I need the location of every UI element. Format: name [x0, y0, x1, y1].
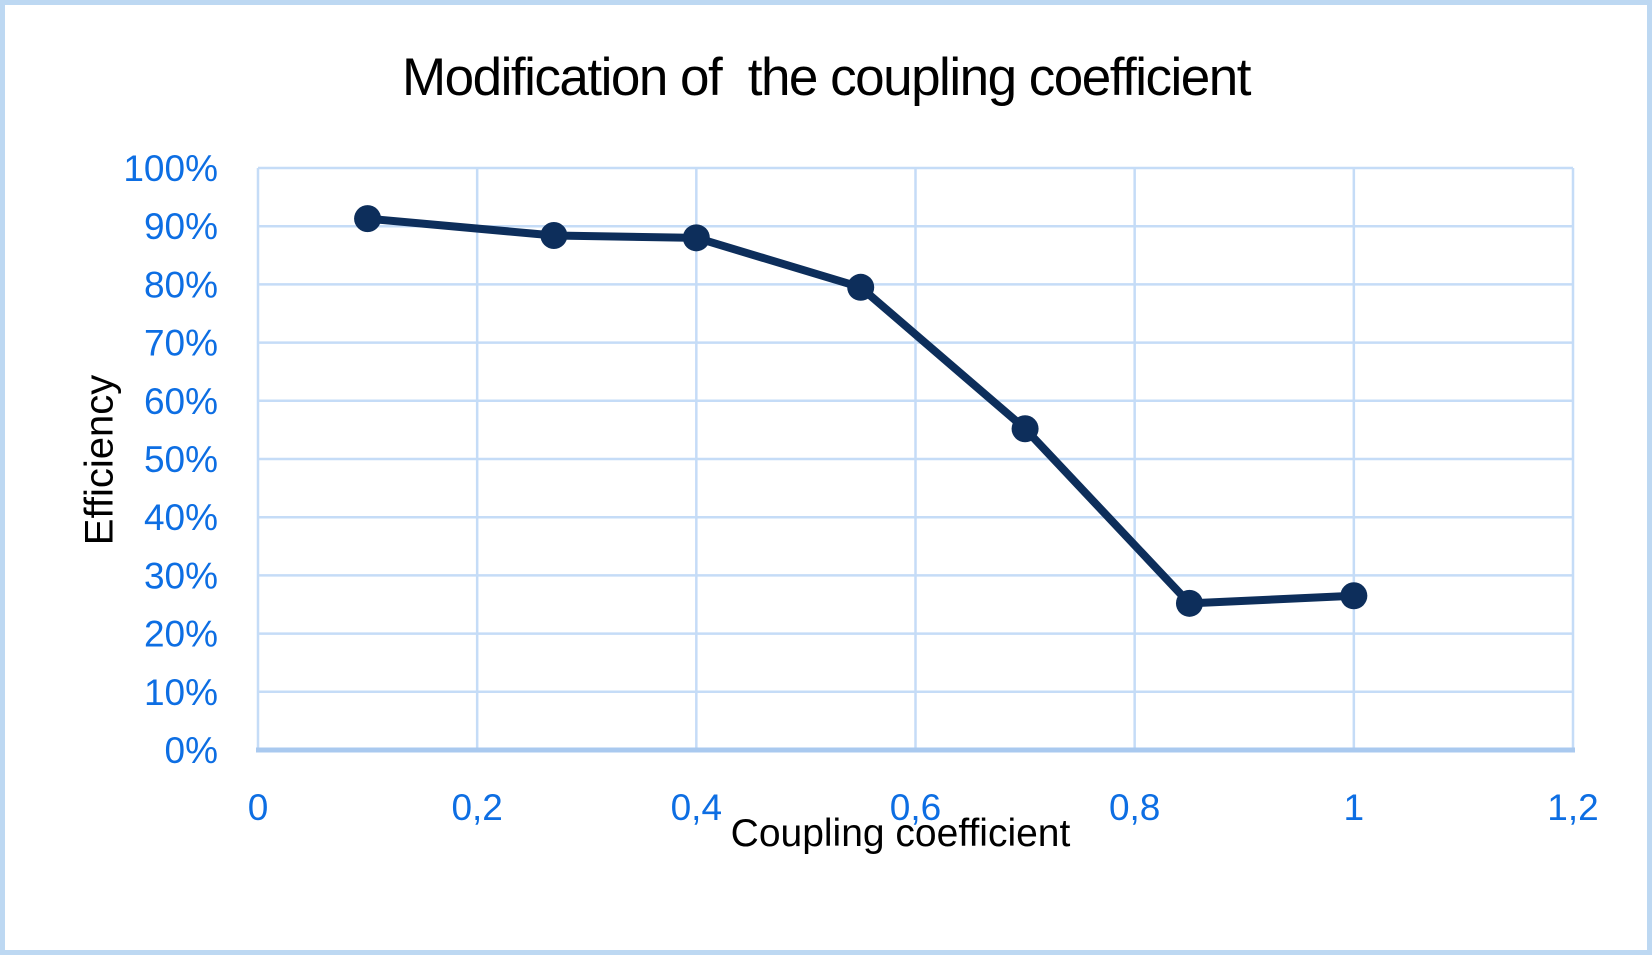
- x-tick-label: 1,2: [1547, 787, 1598, 828]
- x-tick-label: 1: [1344, 787, 1365, 828]
- y-tick-label: 60%: [144, 381, 218, 422]
- x-tick-label: 0,4: [671, 787, 722, 828]
- data-point-marker: [1175, 589, 1203, 617]
- y-tick-label: 70%: [144, 323, 218, 364]
- chart-title: Modification of the coupling coefficient: [402, 48, 1251, 107]
- y-tick-label: 90%: [144, 206, 218, 247]
- x-tick-label: 0,8: [1109, 787, 1160, 828]
- data-point-marker: [1340, 582, 1368, 610]
- data-point-marker: [540, 222, 568, 250]
- x-axis-title: Coupling coefficient: [730, 812, 1071, 855]
- y-tick-label: 10%: [144, 672, 218, 713]
- x-tick-label: 0,2: [451, 787, 502, 828]
- data-point-marker: [1011, 415, 1039, 443]
- y-tick-label: 20%: [144, 614, 218, 655]
- x-tick-label: 0: [248, 787, 269, 828]
- y-tick-label: 100%: [123, 148, 218, 189]
- data-point-marker: [354, 205, 382, 233]
- data-point-marker: [847, 273, 875, 301]
- line-chart: 0% 10% 20% 30% 40% 50% 60% 70% 80% 90% 100% 0 0,2 0,4…: [123, 148, 1598, 828]
- y-tick-label: 0%: [165, 730, 218, 771]
- y-tick-label: 40%: [144, 497, 218, 538]
- x-tick-label: 0,6: [890, 787, 941, 828]
- y-tick-label: 30%: [144, 555, 218, 596]
- y-tick-label: 80%: [144, 264, 218, 305]
- y-tick-label: 50%: [144, 439, 218, 480]
- data-point-marker: [682, 224, 710, 252]
